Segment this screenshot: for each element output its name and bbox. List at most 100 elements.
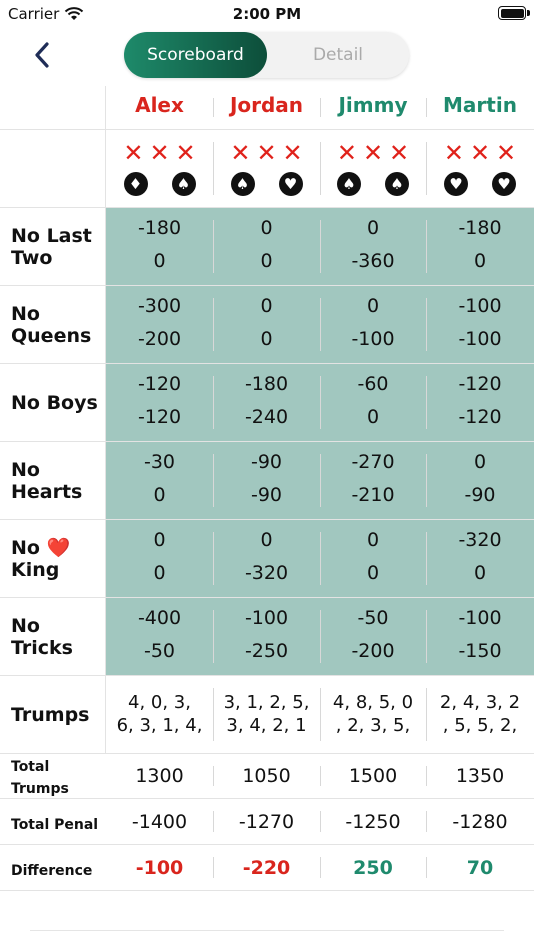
total-penal-label: Total Penal — [11, 817, 99, 833]
score-cell[interactable]: 0 -90 — [426, 442, 534, 519]
score-value: -90 — [250, 484, 283, 506]
cross-mark-icon: ✕ — [230, 139, 251, 167]
score-cell[interactable]: 0 -320 — [213, 520, 320, 597]
marks-cell: ✕ ✕ ✕ ♠ ♠ — [320, 130, 426, 207]
score-cell[interactable]: -120 -120 — [426, 364, 534, 441]
spade-suit-icon: ♠ — [171, 172, 196, 196]
player-column-header: Alex — [106, 86, 213, 129]
score-cell[interactable]: -100 -250 — [213, 598, 320, 675]
score-value: 0 — [366, 295, 380, 317]
score-value: -120 — [458, 406, 502, 428]
cross-mark-icon: ✕ — [256, 139, 277, 167]
round-row: No Boys -120 -120 -180 -240 -60 0 -120 -120 — [0, 364, 534, 442]
trumps-cell[interactable]: 4, 0, 3, 6, 3, 1, 4, — [106, 676, 213, 753]
score-value: -270 — [351, 451, 395, 473]
cross-mark-icon: ✕ — [389, 139, 410, 167]
score-cell[interactable]: -180 -240 — [213, 364, 320, 441]
tab-scoreboard[interactable]: Scoreboard — [124, 32, 267, 78]
total-trumps-row: Total Trumps 1300 1050 1500 1350 — [0, 754, 534, 799]
diamond-suit-icon: ♦ — [123, 172, 148, 196]
trumps-value: 3, 4, 2, 1 — [226, 715, 307, 736]
score-cell[interactable]: -180 0 — [426, 208, 534, 285]
trumps-cell[interactable]: 4, 8, 5, 0, 2, 3, 5, — [320, 676, 426, 753]
cross-mark-icon: ✕ — [149, 139, 170, 167]
score-cell[interactable]: -320 0 — [426, 520, 534, 597]
round-label-cell: No Hearts — [0, 442, 106, 519]
total-penal-value: -1400 — [131, 810, 188, 833]
score-value: 0 — [153, 250, 166, 272]
total-trumps-value: 1350 — [455, 765, 505, 787]
score-cell[interactable]: -100 -100 — [426, 286, 534, 363]
score-cell[interactable]: -400 -50 — [106, 598, 213, 675]
round-label: No Boys — [11, 391, 98, 414]
player-header-row: Alex Jordan Jimmy Martin — [0, 86, 534, 130]
score-cell[interactable]: -100 -150 — [426, 598, 534, 675]
score-value: -200 — [351, 640, 395, 662]
score-value: -250 — [244, 640, 289, 662]
trumps-value: 6, 3, 1, 4, — [116, 715, 203, 736]
total-trumps-value: 1500 — [348, 765, 398, 787]
score-cell[interactable]: -120 -120 — [106, 364, 213, 441]
heart-suit-icon: ♥ — [444, 172, 468, 196]
score-value: -320 — [458, 529, 502, 551]
round-row: No Hearts -30 0 -90 -90 -270 -210 0 -90 — [0, 442, 534, 520]
trumps-cell[interactable]: 2, 4, 3, 2, 5, 5, 2, — [426, 676, 534, 753]
score-value: 0 — [260, 295, 273, 317]
score-value: -50 — [143, 640, 176, 662]
cross-mark-icon: ✕ — [362, 139, 384, 167]
score-value: 0 — [153, 529, 166, 551]
total-label-cell: Total Trumps — [0, 754, 106, 798]
round-label: No Tricks — [11, 614, 73, 659]
score-value: -60 — [357, 373, 389, 395]
marks-cell: ✕ ✕ ✕ ♦ ♠ — [106, 130, 213, 207]
player-name: Martin — [443, 93, 517, 117]
spade-suit-icon: ♠ — [385, 172, 409, 196]
player-column-header: Jordan — [213, 86, 320, 129]
battery-icon — [498, 6, 530, 20]
score-cell[interactable]: -30 0 — [106, 442, 213, 519]
score-value: 0 — [260, 529, 273, 551]
score-cell[interactable]: -90 -90 — [213, 442, 320, 519]
score-cell[interactable]: 0 -360 — [320, 208, 426, 285]
player-column-header: Jimmy — [320, 86, 426, 129]
score-cell[interactable]: -60 0 — [320, 364, 426, 441]
round-label: No Hearts — [11, 458, 83, 503]
score-value: -90 — [250, 451, 283, 473]
score-value: 0 — [260, 217, 273, 239]
score-cell[interactable]: 0 -100 — [320, 286, 426, 363]
total-trumps-value: 1050 — [242, 765, 291, 787]
tab-detail[interactable]: Detail — [312, 45, 364, 65]
score-cell[interactable]: -180 0 — [106, 208, 213, 285]
score-value: 0 — [153, 484, 166, 506]
round-label: No ❤️ King — [11, 536, 71, 581]
trumps-value: 4, 0, 3, — [128, 692, 191, 713]
score-value: -240 — [244, 406, 289, 428]
trumps-cell[interactable]: 3, 1, 2, 5, 3, 4, 2, 1 — [213, 676, 320, 753]
wifi-icon — [64, 7, 84, 20]
score-cell[interactable]: -270 -210 — [320, 442, 426, 519]
cross-mark-icon: ✕ — [282, 139, 303, 167]
marks-cell: ✕ ✕ ✕ ♥ ♥ — [426, 130, 534, 207]
difference-value: 250 — [353, 856, 393, 879]
back-chevron-icon[interactable] — [28, 40, 58, 70]
score-cell[interactable]: -50 -200 — [320, 598, 426, 675]
spade-suit-icon: ♠ — [337, 172, 361, 196]
trumps-value: 4, 8, 5, 0 — [332, 692, 414, 713]
view-segmented-control: Scoreboard Detail — [124, 32, 409, 78]
trumps-value: 2, 4, 3, 2 — [439, 692, 521, 713]
round-label-cell: No Tricks — [0, 598, 106, 675]
difference-value: 70 — [466, 856, 494, 879]
score-value: -210 — [351, 484, 395, 506]
score-value: -200 — [137, 328, 182, 350]
score-cell[interactable]: -300 -200 — [106, 286, 213, 363]
spade-suit-icon: ♠ — [230, 172, 255, 196]
cross-mark-icon: ✕ — [496, 139, 517, 167]
score-value: -320 — [244, 562, 289, 584]
total-penal-row: Total Penal -1400 -1270 -1250 -1280 — [0, 799, 534, 845]
round-label-cell: No Boys — [0, 364, 106, 441]
score-value: -30 — [143, 451, 176, 473]
